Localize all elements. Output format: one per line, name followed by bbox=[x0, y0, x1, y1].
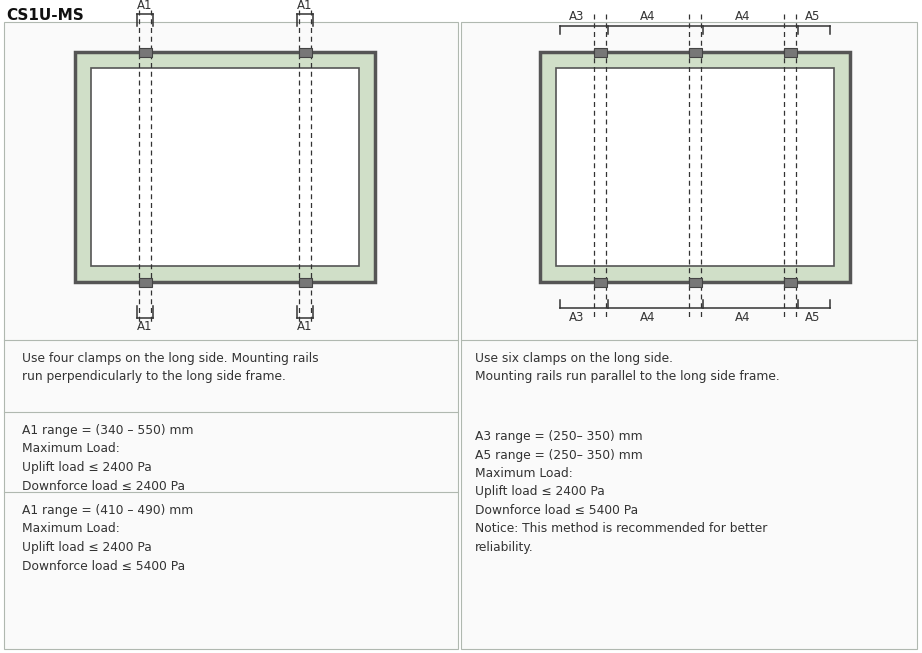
Bar bbox=[784, 278, 797, 287]
Bar bbox=[75, 52, 375, 282]
Bar bbox=[689, 278, 702, 287]
Bar bbox=[540, 52, 850, 282]
Text: A1: A1 bbox=[137, 0, 153, 12]
Text: A4: A4 bbox=[640, 10, 656, 23]
Text: Use six clamps on the long side.
Mounting rails run parallel to the long side fr: Use six clamps on the long side. Mountin… bbox=[475, 352, 780, 383]
Bar bbox=[4, 22, 458, 649]
Bar bbox=[594, 48, 607, 57]
Text: A4: A4 bbox=[735, 311, 751, 324]
Text: A4: A4 bbox=[640, 311, 656, 324]
Bar bbox=[461, 22, 917, 649]
Bar bbox=[689, 48, 702, 57]
Text: CS1U-MS: CS1U-MS bbox=[6, 7, 84, 22]
Text: A3: A3 bbox=[569, 10, 585, 23]
Bar bbox=[299, 278, 312, 287]
Text: A1: A1 bbox=[137, 320, 153, 333]
Bar bbox=[784, 48, 797, 57]
Text: A1 range = (410 – 490) mm
Maximum Load:
Uplift load ≤ 2400 Pa
Downforce load ≤ 5: A1 range = (410 – 490) mm Maximum Load: … bbox=[22, 504, 194, 573]
Text: Use four clamps on the long side. Mounting rails
run perpendicularly to the long: Use four clamps on the long side. Mounti… bbox=[22, 352, 319, 383]
Bar bbox=[91, 68, 359, 266]
Text: A1: A1 bbox=[297, 320, 313, 333]
Text: A5: A5 bbox=[805, 10, 821, 23]
Bar bbox=[299, 48, 312, 57]
Text: A3 range = (250– 350) mm
A5 range = (250– 350) mm
Maximum Load:
Uplift load ≤ 24: A3 range = (250– 350) mm A5 range = (250… bbox=[475, 430, 767, 554]
Text: A5: A5 bbox=[805, 311, 821, 324]
Bar bbox=[138, 278, 151, 287]
Text: A4: A4 bbox=[735, 10, 751, 23]
Text: A1: A1 bbox=[297, 0, 313, 12]
Bar bbox=[138, 48, 151, 57]
Bar bbox=[594, 278, 607, 287]
Text: A3: A3 bbox=[569, 311, 585, 324]
Bar bbox=[556, 68, 834, 266]
Text: A1 range = (340 – 550) mm
Maximum Load:
Uplift load ≤ 2400 Pa
Downforce load ≤ 2: A1 range = (340 – 550) mm Maximum Load: … bbox=[22, 424, 194, 492]
